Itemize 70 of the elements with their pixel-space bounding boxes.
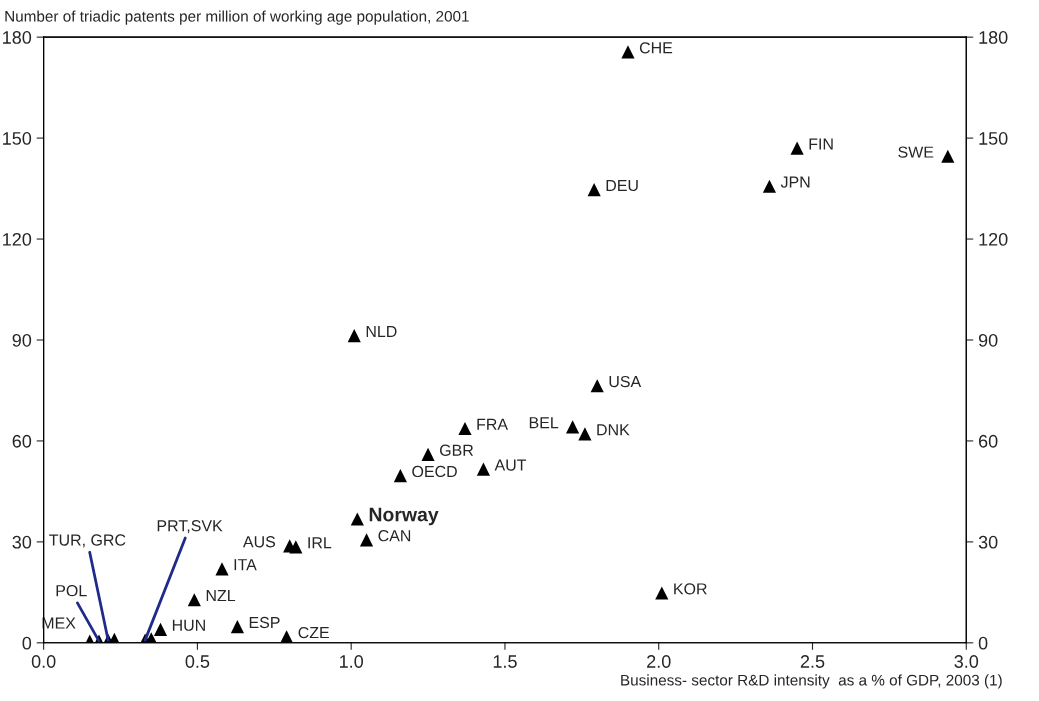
point bbox=[790, 141, 804, 155]
annotation: Norway bbox=[369, 507, 439, 526]
x-tick-label: 1.0 bbox=[340, 655, 364, 668]
annotation: TUR, GRC bbox=[49, 534, 126, 548]
y-tick-label: 30 bbox=[12, 535, 32, 549]
point bbox=[762, 179, 777, 193]
point bbox=[590, 379, 604, 393]
y2-tick-label: 60 bbox=[978, 434, 998, 448]
annotation: KOR bbox=[674, 583, 707, 595]
point bbox=[476, 462, 491, 476]
annotation: NZL bbox=[206, 590, 236, 602]
x-tick-label: 1.5 bbox=[493, 655, 517, 668]
annotation: DNK bbox=[597, 424, 630, 436]
y-tick-label: 0 bbox=[22, 636, 32, 650]
point bbox=[289, 540, 303, 554]
point bbox=[347, 329, 361, 343]
y2-tick-label: 150 bbox=[979, 132, 1008, 145]
y2-tick-label: 180 bbox=[979, 31, 1008, 44]
annotation: NLD bbox=[366, 325, 397, 337]
x-tick-label: 2.5 bbox=[800, 655, 825, 668]
y-tick-label: 120 bbox=[3, 232, 32, 246]
point bbox=[578, 427, 592, 441]
y-tick-label: 180 bbox=[3, 31, 32, 44]
annotation: GBR bbox=[439, 444, 474, 456]
annotation: AUT bbox=[494, 459, 527, 471]
y2-tick-label: 90 bbox=[978, 333, 998, 347]
x-tick-label: 2.0 bbox=[647, 655, 671, 668]
point bbox=[153, 622, 168, 636]
y2-tick-label: 0 bbox=[978, 636, 988, 650]
x-axis-title: Business- sector R&D intensity as a % of GDP, 2003 (1) bbox=[621, 674, 1002, 689]
annotation: FIN bbox=[809, 138, 833, 150]
point bbox=[187, 593, 201, 607]
point bbox=[421, 447, 435, 461]
annotation: CZE bbox=[298, 626, 329, 639]
point bbox=[230, 620, 244, 634]
annotation: OECD bbox=[412, 465, 457, 478]
y-axis-title: Number of triadic patents per million of working age population, 2001 bbox=[5, 10, 469, 25]
y-tick-label: 90 bbox=[12, 333, 32, 347]
annotation: HUN bbox=[172, 619, 205, 631]
point bbox=[359, 533, 374, 547]
x-tick-label: 0.5 bbox=[185, 655, 210, 668]
point bbox=[941, 149, 955, 163]
point bbox=[350, 512, 364, 526]
annotation: BEL bbox=[529, 417, 559, 429]
annotation: IRL bbox=[308, 537, 332, 549]
x-tick-label: 0.0 bbox=[31, 655, 56, 668]
point bbox=[587, 182, 601, 197]
annotation: USA bbox=[609, 375, 642, 388]
point bbox=[215, 562, 229, 576]
annotation: DEU bbox=[606, 179, 638, 192]
x-tick-label: 3.0 bbox=[954, 655, 979, 668]
y-tick-label: 150 bbox=[3, 132, 32, 145]
annotation: SWE bbox=[898, 146, 934, 158]
y2-tick-label: 120 bbox=[979, 232, 1008, 246]
point bbox=[621, 45, 635, 59]
y2-tick-label: 30 bbox=[978, 535, 998, 549]
annotation: JPN bbox=[780, 176, 810, 188]
annotation: FRA bbox=[477, 418, 508, 430]
annotation: PRT,SVK bbox=[157, 520, 223, 534]
annotation: CHE bbox=[639, 42, 673, 54]
y-tick-label: 60 bbox=[12, 434, 32, 448]
point bbox=[566, 420, 580, 434]
point bbox=[655, 586, 669, 600]
point bbox=[458, 421, 472, 436]
annotation: ITA bbox=[234, 559, 257, 571]
annotation: POL bbox=[56, 585, 87, 597]
point bbox=[393, 469, 407, 483]
annotation: CAN bbox=[378, 530, 411, 542]
annotation: ESP bbox=[249, 616, 280, 629]
annotation: AUS bbox=[242, 536, 276, 548]
